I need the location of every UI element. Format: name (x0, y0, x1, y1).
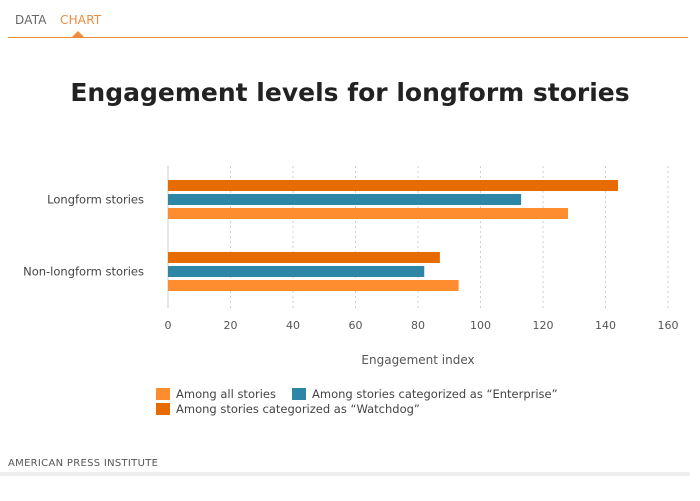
active-tab-caret-icon (72, 31, 84, 37)
x-tick-label: 160 (658, 319, 679, 332)
bar (168, 280, 459, 291)
tab-underline (8, 37, 688, 38)
tab-chart[interactable]: CHART (60, 13, 102, 27)
legend-label-watchdog: Among stories categorized as “Watchdog” (176, 402, 420, 416)
x-tick-label: 120 (533, 319, 554, 332)
x-tick-label: 100 (470, 319, 491, 332)
x-tick-label: 0 (165, 319, 172, 332)
legend-label-enterprise: Among stories categorized as “Enterprise… (312, 387, 558, 401)
tab-data[interactable]: DATA (15, 13, 47, 27)
x-tick-label: 40 (286, 319, 300, 332)
bar (168, 208, 568, 219)
bar (168, 252, 440, 263)
y-category-label: Longform stories (47, 193, 144, 207)
x-tick-label: 140 (595, 319, 616, 332)
chart-title: Engagement levels for longform stories (70, 78, 630, 107)
tab-bar: DATA CHART (0, 0, 700, 38)
y-category-label: Non-longform stories (23, 265, 144, 279)
footer-divider (0, 472, 690, 476)
bar (168, 180, 618, 191)
legend-swatch-watchdog (156, 403, 170, 415)
x-tick-label: 20 (224, 319, 238, 332)
bar (168, 266, 425, 277)
source-credit: AMERICAN PRESS INSTITUTE (8, 458, 159, 469)
x-tick-label: 80 (411, 319, 425, 332)
x-axis-title: Engagement index (361, 353, 474, 367)
bar (168, 194, 522, 205)
legend-swatch-enterprise (292, 388, 306, 400)
legend-label-all: Among all stories (176, 387, 276, 401)
x-tick-label: 60 (349, 319, 363, 332)
legend-swatch-all (156, 388, 170, 400)
